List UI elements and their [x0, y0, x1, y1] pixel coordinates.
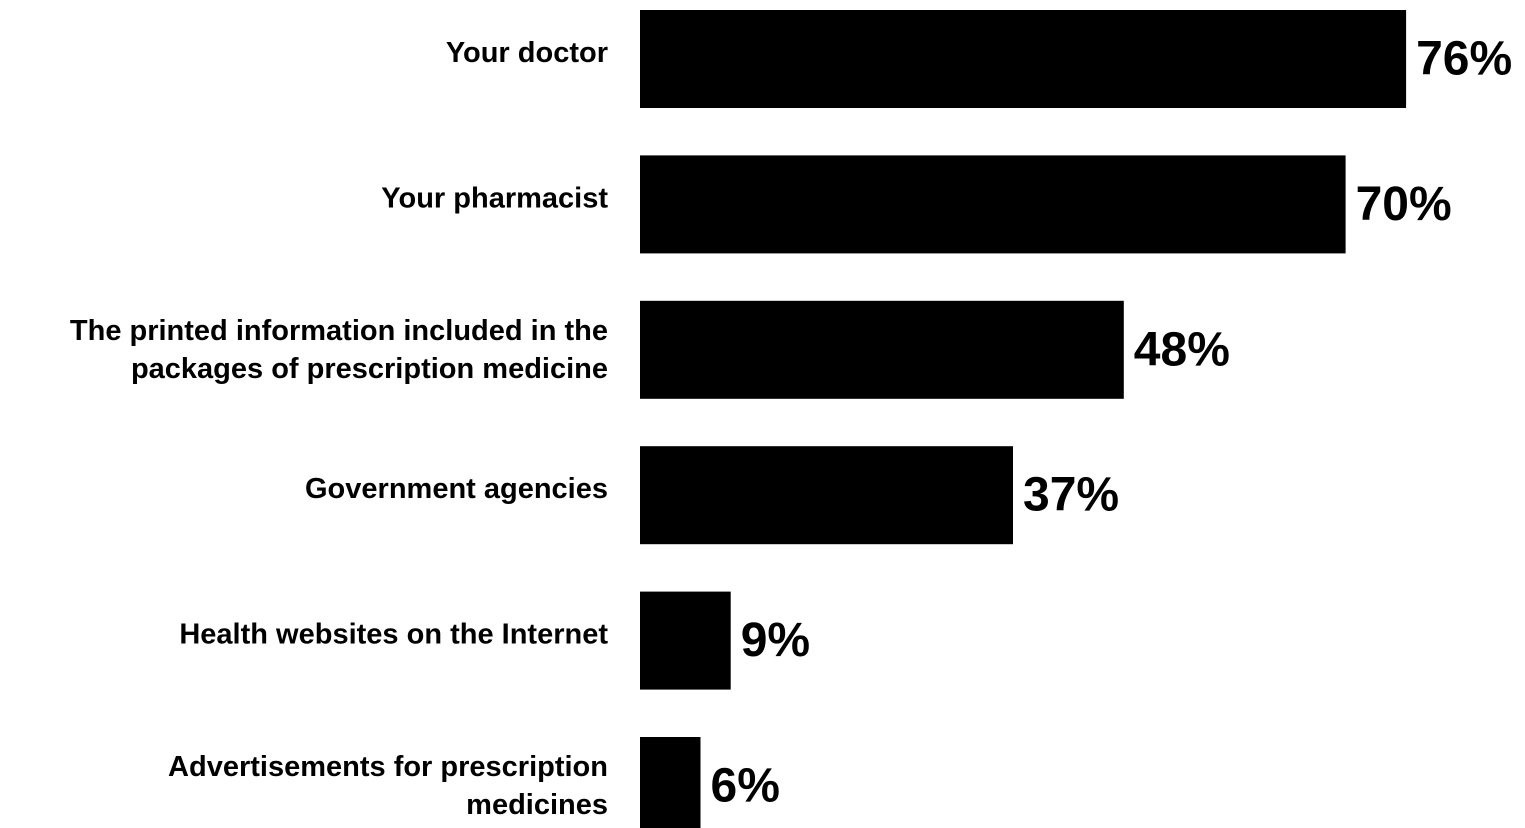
bar-1 [640, 155, 1346, 254]
bar-5 [640, 737, 701, 828]
category-label-2-line-1: packages of prescription medicine [131, 353, 608, 385]
bar-3 [640, 446, 1013, 545]
bar-4 [640, 591, 731, 690]
category-label-2-line-0: The printed information included in the [70, 315, 608, 347]
value-label-0: 76% [1416, 33, 1512, 86]
category-label-4: Health websites on the Internet [179, 619, 608, 651]
value-label-5: 6% [711, 760, 780, 813]
category-label-3: Government agencies [305, 473, 608, 505]
category-label-5-line-1: medicines [466, 789, 608, 821]
value-label-3: 37% [1023, 469, 1119, 522]
value-label-1: 70% [1356, 178, 1452, 231]
bar-2 [640, 300, 1124, 399]
category-label-0: Your doctor [446, 37, 608, 69]
value-label-4: 9% [741, 614, 810, 667]
category-label-1: Your pharmacist [381, 182, 608, 214]
value-label-2: 48% [1134, 323, 1230, 376]
category-label-5-line-0: Advertisements for prescription [168, 751, 608, 783]
bar-0 [640, 10, 1407, 108]
